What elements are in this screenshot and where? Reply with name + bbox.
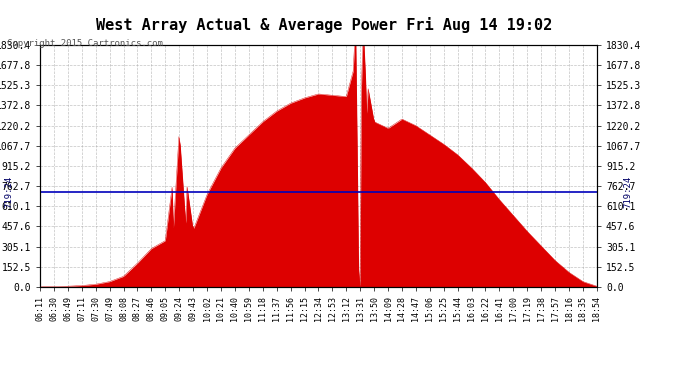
Text: West Array Actual & Average Power Fri Aug 14 19:02: West Array Actual & Average Power Fri Au… — [96, 17, 553, 33]
Text: 719:24: 719:24 — [4, 176, 14, 208]
Text: Copyright 2015 Cartronics.com: Copyright 2015 Cartronics.com — [7, 39, 163, 48]
Text: 719:24: 719:24 — [623, 176, 633, 208]
